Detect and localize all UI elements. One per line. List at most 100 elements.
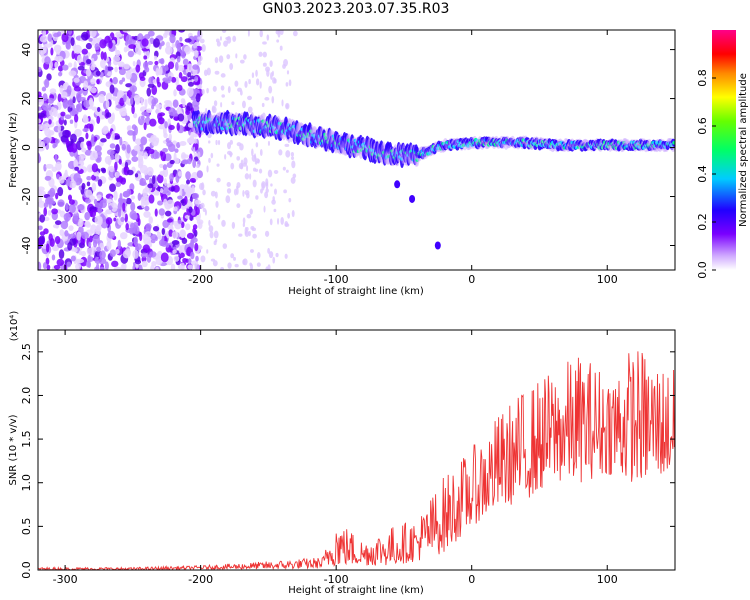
- spectrogram-cell: [288, 79, 292, 87]
- spectrogram-cell: [51, 254, 56, 261]
- spectrogram-cell: [86, 58, 92, 65]
- spectrogram-cell: [171, 43, 176, 48]
- spectrogram-cell: [46, 196, 54, 205]
- spectrogram-cell: [147, 61, 154, 66]
- spectrogram-cell: [175, 61, 179, 71]
- spectrogram-cell: [45, 257, 50, 265]
- spectrogram-cell: [272, 196, 275, 202]
- spectrogram-cell: [270, 183, 273, 187]
- spectrogram-cell: [247, 30, 250, 37]
- spectrogram-cell: [46, 264, 51, 270]
- spectrogram-cell: [123, 63, 130, 70]
- spectrogram-cell: [98, 257, 107, 265]
- spectrogram-cell: [140, 97, 144, 106]
- spectrogram-cell: [126, 144, 131, 154]
- spectrogram-cell: [61, 32, 69, 43]
- spectrogram-cell: [185, 258, 189, 263]
- spectrogram-cell: [179, 36, 183, 42]
- spectrogram-cell: [115, 49, 121, 57]
- spectrogram-cell: [192, 224, 198, 230]
- spectrogram-cell: [197, 55, 203, 62]
- y-tick-label: 1.0: [20, 474, 33, 492]
- spectrogram-cell: [76, 54, 83, 64]
- spectrogram-cell: [180, 50, 186, 59]
- spectrogram-cell: [169, 222, 174, 231]
- spectrogram-cell: [178, 30, 186, 33]
- spectrogram-cell: [267, 140, 270, 146]
- spectrogram-cell: [47, 97, 54, 104]
- y-tick-label: 1.5: [20, 430, 33, 448]
- spectrogram-cell: [239, 143, 244, 151]
- colorbar-gradient: [712, 30, 736, 270]
- spectrogram-cell: [114, 66, 118, 73]
- spectrogram-cell: [200, 255, 206, 263]
- spectrogram-cell: [145, 223, 152, 231]
- x-tick-label: 0: [468, 273, 475, 286]
- spectrogram-cell: [172, 109, 176, 115]
- spectrogram-cell: [167, 61, 175, 70]
- spectrogram-cell: [160, 58, 165, 65]
- spectrogram-cell: [194, 199, 201, 205]
- spectrogram-cell: [177, 195, 183, 200]
- spectrogram-cell: [61, 91, 68, 99]
- spectrogram-cell: [154, 208, 158, 217]
- spectrogram-cell: [190, 240, 194, 249]
- spectrogram-cell: [250, 263, 254, 270]
- spectrogram-cell: [133, 225, 140, 235]
- spectrogram-cell: [94, 145, 102, 152]
- spectrogram-cell: [283, 189, 287, 194]
- spectrogram-cell: [119, 97, 125, 107]
- spectrogram-cell: [88, 37, 93, 42]
- spectrogram-cell: [208, 225, 214, 233]
- spectrogram-cell: [64, 230, 69, 237]
- spectrogram-cell: [44, 78, 50, 89]
- spectrogram-cell: [107, 230, 116, 239]
- spectrogram-cell: [180, 160, 189, 165]
- spectrogram-cell: [278, 149, 283, 156]
- spectrogram-cell: [220, 73, 226, 78]
- spectrogram-cell: [178, 72, 183, 79]
- spectrogram-cell: [285, 82, 289, 87]
- spectrogram-cell: [90, 209, 97, 218]
- spectrogram-cell: [104, 155, 112, 165]
- spectrogram-cell: [176, 142, 181, 149]
- spectrogram-cell: [130, 222, 136, 229]
- spectrogram-cell: [119, 136, 123, 146]
- spectrogram-cell: [118, 158, 122, 165]
- spectrogram-cell: [141, 38, 149, 47]
- spectrogram-cell: [111, 130, 115, 141]
- spectrogram-cell: [94, 43, 100, 50]
- spectrogram-cell: [240, 159, 244, 166]
- y-tick-label: 40: [20, 43, 33, 57]
- spectrogram-cell: [81, 31, 89, 41]
- spectrogram-cell: [95, 70, 101, 77]
- spectrogram-cell: [200, 202, 205, 209]
- spectrogram-cell: [167, 76, 173, 82]
- spectrogram-cell: [73, 172, 81, 182]
- spectrogram-cell: [151, 139, 159, 147]
- spectrogram-cell: [220, 85, 225, 91]
- spectrogram-cell: [155, 103, 163, 109]
- spectrogram-cell: [134, 173, 139, 178]
- spectrogram-cell: [196, 164, 200, 169]
- spectrogram-cell: [134, 259, 142, 265]
- spectrogram-cell: [164, 99, 172, 105]
- spectrogram-cell: [66, 261, 72, 268]
- spectrogram-x-label: Height of straight line (km): [288, 286, 424, 297]
- spectrogram-cell: [67, 62, 73, 68]
- spectrogram-cell: [59, 229, 65, 237]
- spectrogram-cell: [193, 205, 198, 212]
- spectrogram-cell: [143, 200, 149, 206]
- spectrogram-cell: [39, 214, 46, 223]
- spectrogram-cell: [121, 111, 128, 116]
- spectrogram-cell: [111, 112, 115, 122]
- spectrogram-cell: [119, 192, 123, 203]
- spectrogram-cell: [80, 141, 85, 149]
- spectrogram-cell: [117, 208, 122, 218]
- spectrogram-cell: [261, 182, 265, 191]
- spectrogram-cell: [256, 262, 261, 267]
- spectrogram-cell: [158, 208, 166, 216]
- spectrogram-cell: [108, 205, 112, 210]
- spectrogram-cell: [221, 219, 226, 227]
- spectrogram-cell: [139, 76, 146, 82]
